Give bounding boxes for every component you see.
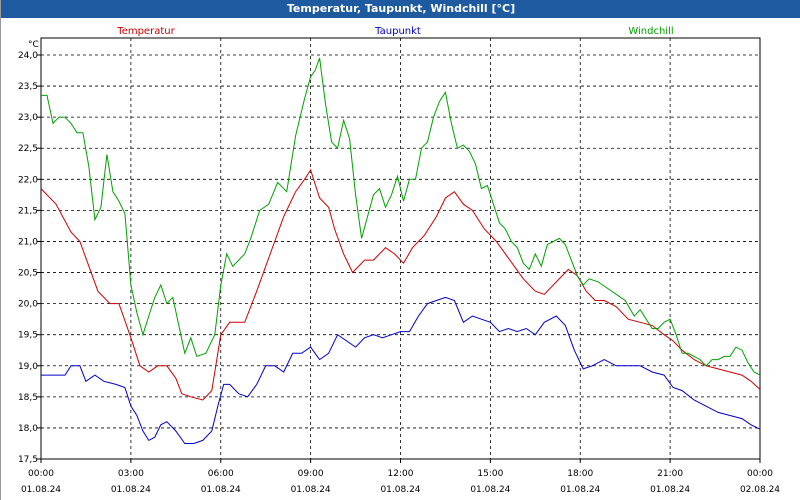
x-tick-time: 21:00 xyxy=(657,469,683,479)
legend-temperatur: Temperatur xyxy=(116,26,175,37)
chart-title: Temperatur, Taupunkt, Windchill [°C] xyxy=(1,0,800,18)
y-tick-label: 19,5 xyxy=(18,331,38,341)
y-tick-label: 20,0 xyxy=(18,300,38,310)
x-tick-date: 01.08.24 xyxy=(111,485,151,495)
x-tick-time: 00:00 xyxy=(747,469,773,479)
x-tick-date: 01.08.24 xyxy=(291,485,331,495)
y-tick-label: 20,5 xyxy=(18,269,38,279)
x-tick-date: 01.08.24 xyxy=(21,485,61,495)
y-tick-label: 24,0 xyxy=(18,51,38,61)
y-tick-label: 21,0 xyxy=(18,237,38,247)
axes: 17,5 18,0 18,5 19,0 19,5 20,0 20,5 21,0 21,5 22,0… xyxy=(18,51,780,495)
x-tick-date: 01.08.24 xyxy=(380,485,420,495)
x-tick-time: 03:00 xyxy=(118,469,144,479)
y-tick-label: 23,5 xyxy=(18,82,38,92)
series-line-windchill xyxy=(41,57,761,376)
series-line-temperatur xyxy=(40,168,761,401)
y-tick-label: 18,0 xyxy=(18,424,38,434)
x-tick-time: 15:00 xyxy=(477,469,503,479)
y-tick-label: 19,0 xyxy=(18,362,38,372)
x-tick-time: 06:00 xyxy=(208,469,234,479)
x-tick-time: 18:00 xyxy=(567,469,593,479)
x-tick-date: 01.08.24 xyxy=(201,485,241,495)
y-tick-label: 22,5 xyxy=(18,144,38,154)
grid xyxy=(41,38,760,460)
x-tick-date: 01.08.24 xyxy=(650,485,690,495)
x-tick-time: 12:00 xyxy=(388,469,414,479)
x-tick-time: 00:00 xyxy=(28,469,54,479)
y-tick-label: 23,0 xyxy=(18,113,38,123)
y-tick-label: 17,5 xyxy=(18,455,38,465)
x-tick-date: 01.08.24 xyxy=(470,485,510,495)
x-tick-date: 01.08.24 xyxy=(560,485,600,495)
y-tick-label: 21,5 xyxy=(18,206,38,216)
series-line-taupunkt xyxy=(41,296,761,444)
x-tick-time: 09:00 xyxy=(298,469,324,479)
legend-taupunkt: Taupunkt xyxy=(374,26,421,37)
legend-windchill: Windchill xyxy=(628,26,673,37)
x-tick-date: 02.08.24 xyxy=(740,485,780,495)
y-axis-unit: °C xyxy=(28,40,39,50)
y-tick-label: 18,5 xyxy=(18,393,38,403)
y-tick-label: 22,0 xyxy=(18,175,38,185)
series-lines xyxy=(40,57,761,444)
